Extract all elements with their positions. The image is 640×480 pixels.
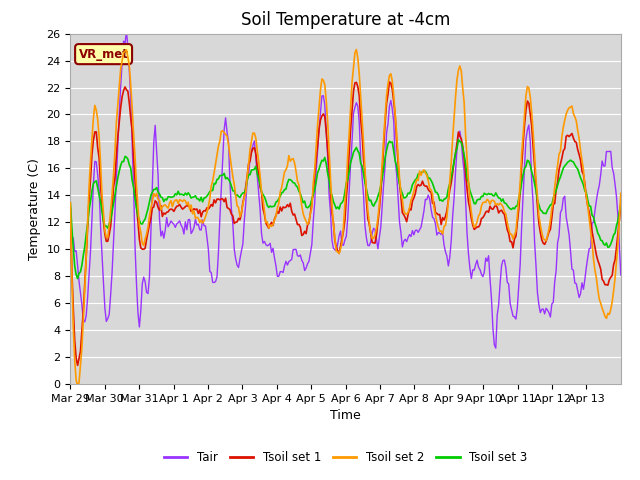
Tsoil set 2 [617, 191, 625, 196]
Tsoil set 3 [74, 276, 81, 281]
Tsoil set 1 [616, 217, 623, 223]
Tsoil set 3 [104, 225, 111, 231]
Line: Tair: Tair [70, 32, 621, 348]
Tsoil set 3 [543, 207, 551, 213]
Tsoil set 1 [74, 362, 81, 368]
Tair [617, 272, 625, 278]
Tsoil set 2 [543, 233, 551, 239]
Tsoil set 1 [617, 201, 625, 206]
Tsoil set 3 [461, 160, 469, 166]
Tair [85, 271, 93, 276]
Tsoil set 2 [351, 50, 359, 56]
Line: Tsoil set 3: Tsoil set 3 [70, 140, 621, 278]
Tsoil set 2 [67, 200, 74, 205]
Y-axis label: Temperature (C): Temperature (C) [28, 158, 41, 260]
Tsoil set 2 [74, 383, 81, 389]
Tsoil set 3 [454, 137, 462, 143]
Title: Soil Temperature at -4cm: Soil Temperature at -4cm [241, 11, 451, 29]
Tair [67, 239, 74, 245]
Line: Tsoil set 2: Tsoil set 2 [70, 49, 621, 386]
Tair [616, 244, 623, 250]
Tsoil set 2 [353, 47, 360, 52]
X-axis label: Time: Time [330, 409, 361, 422]
Tsoil set 1 [543, 234, 551, 240]
Tsoil set 2 [104, 235, 111, 240]
Tsoil set 3 [617, 202, 625, 207]
Tair [460, 168, 468, 174]
Tsoil set 1 [67, 206, 74, 212]
Tsoil set 3 [86, 198, 94, 204]
Tsoil set 2 [461, 132, 469, 138]
Tsoil set 1 [351, 80, 359, 86]
Tsoil set 3 [616, 209, 623, 215]
Tsoil set 1 [86, 176, 94, 182]
Text: VR_met: VR_met [79, 48, 129, 60]
Tsoil set 3 [351, 147, 359, 153]
Tair [543, 307, 551, 313]
Tsoil set 2 [616, 217, 623, 223]
Tsoil set 1 [104, 238, 111, 244]
Line: Tsoil set 1: Tsoil set 1 [70, 82, 621, 365]
Tsoil set 2 [86, 158, 94, 164]
Tair [351, 105, 359, 110]
Legend: Tair, Tsoil set 1, Tsoil set 2, Tsoil set 3: Tair, Tsoil set 1, Tsoil set 2, Tsoil se… [159, 447, 532, 469]
Tsoil set 1 [461, 170, 469, 176]
Tair [492, 345, 500, 351]
Tsoil set 1 [385, 79, 393, 85]
Tair [102, 319, 110, 324]
Tsoil set 3 [67, 200, 74, 206]
Tair [123, 29, 131, 35]
